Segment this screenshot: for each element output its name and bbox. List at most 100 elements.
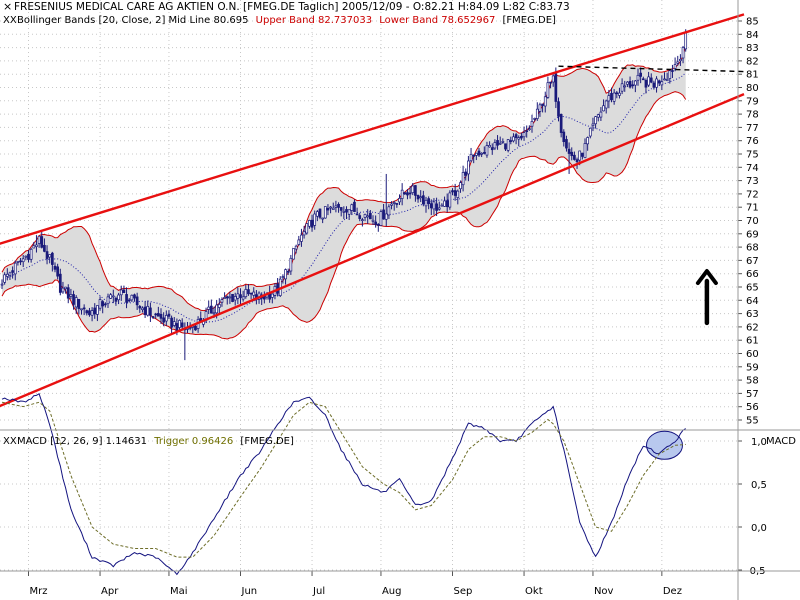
candle-body: [610, 93, 613, 101]
candle-body: [143, 306, 147, 316]
candle-body: [472, 154, 476, 157]
candle-body: [414, 185, 417, 196]
header-marker: ×: [3, 0, 12, 13]
candle-body: [596, 114, 600, 118]
candle-body: [331, 207, 335, 210]
candle-body: [554, 73, 558, 102]
candle-body: [369, 213, 372, 220]
candle-body: [58, 273, 62, 293]
x-tick-label: Mrz: [30, 586, 48, 597]
svg-text:XX Bollinger Bands [20,: XX Bollinger Bands [20, Close, 2] Mid Li…: [3, 15, 556, 26]
candle-body: [318, 208, 322, 218]
lower-band: [1, 91, 687, 340]
candle-body: [96, 305, 99, 315]
candle-body: [506, 139, 510, 151]
candle-body: [239, 294, 242, 298]
candle-body: [392, 202, 396, 204]
candle-body: [353, 201, 356, 212]
candle-body: [88, 310, 91, 316]
candle-body: [164, 315, 168, 322]
x-tick-label: Mai: [170, 586, 188, 597]
candle-body: [37, 235, 41, 244]
candle-body: [361, 219, 364, 221]
candle-body: [517, 137, 521, 140]
candle-body: [316, 211, 319, 217]
candle-body: [56, 266, 60, 277]
price-tick-label: 77: [746, 123, 759, 134]
price-tick-label: 78: [746, 110, 759, 121]
candle-body: [45, 251, 49, 259]
macd-axis-title: MACD: [766, 436, 796, 447]
x-tick-label: Aug: [382, 586, 402, 597]
candle-body: [488, 145, 491, 148]
bollinger-bands: [1, 45, 687, 340]
price-tick-label: 62: [746, 322, 759, 333]
candle-body: [146, 306, 150, 316]
macd-label: MACD [12, 26, 9] 1.14631: [17, 436, 147, 447]
candle-body: [29, 248, 33, 260]
price-y-axis: 55 56 57 58 59 60 61 62 63 64 65 66 67 68 69 70 71 72 73 74…: [738, 17, 759, 427]
candle-body: [403, 192, 407, 195]
price-tick-label: 80: [746, 83, 759, 94]
candle-body: [618, 92, 621, 96]
candle-body: [445, 200, 449, 208]
candle-body: [623, 85, 627, 88]
price-tick-label: 66: [746, 269, 759, 280]
candle-body: [644, 79, 648, 88]
price-tick-label: 63: [746, 309, 759, 320]
candle-body: [305, 223, 309, 234]
svg-text:XX MACD [12, 26, 9] 1.14: XX MACD [12, 26, 9] 1.14631 Trigger 0.96…: [3, 436, 294, 447]
macd-tick-label: 1,0: [751, 437, 767, 448]
candle-body: [241, 296, 245, 300]
price-tick-label: 74: [746, 163, 759, 174]
candle-body: [374, 221, 377, 225]
macd-ticker: [FMEG.DE]: [240, 436, 294, 447]
candle-body: [406, 192, 409, 196]
candle-body: [50, 252, 54, 265]
candle-body: [220, 299, 224, 303]
candle-body: [448, 192, 452, 208]
candle-body: [178, 320, 181, 328]
macd-grid: [0, 440, 737, 571]
candle-body: [149, 307, 152, 316]
candle-body: [24, 255, 28, 258]
candle-body: [162, 317, 165, 323]
candle-body: [475, 152, 478, 156]
candle-body: [345, 209, 348, 213]
candle-body: [580, 152, 584, 157]
candle-body: [167, 313, 171, 317]
candle-body: [573, 154, 576, 160]
candle-body: [154, 313, 158, 316]
candle-body: [530, 121, 534, 127]
candle-body: [326, 208, 330, 211]
candle-body: [668, 70, 672, 79]
candle-body: [588, 127, 592, 137]
candle-body: [673, 64, 677, 69]
candle-body: [77, 299, 81, 309]
price-tick-label: 64: [746, 296, 759, 307]
candle-body: [443, 200, 446, 207]
candle-body: [440, 204, 444, 207]
candle-body: [612, 92, 616, 102]
candle-body: [501, 140, 505, 143]
candle-body: [210, 305, 213, 314]
candle-body: [366, 215, 370, 218]
candle-body: [379, 211, 383, 226]
chart-title: FRESENIUS MEDICAL CARE AG AKTIEN O.N. [F…: [14, 1, 570, 13]
bb-upper-label: Upper Band 82.737033: [256, 15, 372, 26]
price-tick-label: 58: [746, 376, 759, 387]
price-tick-label: 82: [746, 56, 759, 67]
candle-body: [85, 310, 89, 314]
candle-body: [247, 289, 250, 295]
candle-body: [321, 217, 324, 220]
candle-body: [453, 190, 457, 196]
candle-body: [175, 323, 179, 331]
candle-body: [141, 307, 144, 310]
candle-body: [655, 78, 658, 88]
candle-body: [371, 219, 375, 222]
price-tick-label: 67: [746, 256, 759, 267]
trigger-label: Trigger 0.96426: [153, 436, 233, 447]
price-tick-label: 57: [746, 389, 759, 400]
candle-body: [400, 189, 404, 199]
resistance-line: [558, 65, 745, 73]
